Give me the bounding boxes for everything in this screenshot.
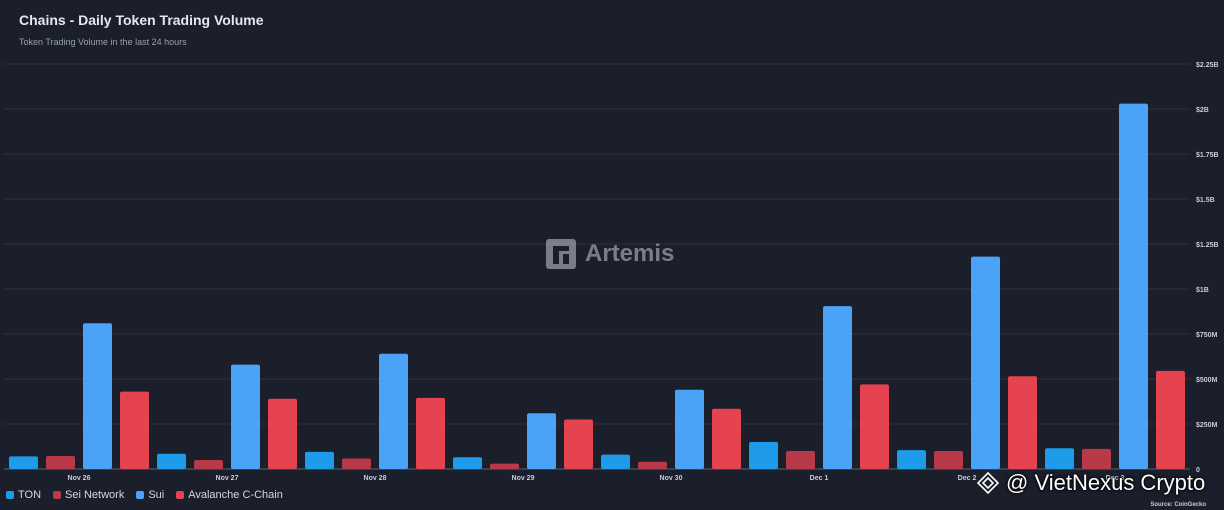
legend-swatch: [6, 491, 14, 499]
bar-avalanche-c-chain: [268, 398, 297, 469]
y-tick-label: $750M: [1196, 332, 1218, 339]
x-tick-label: Nov 27: [216, 475, 239, 482]
binance-diamond-icon: [976, 471, 1000, 495]
bar-sui: [971, 256, 1000, 469]
y-tick-label: $2.25B: [1196, 62, 1219, 69]
bar-ton: [9, 456, 38, 469]
legend-label: Sei Network: [65, 489, 125, 501]
x-tick-label: Dec 2: [958, 475, 977, 482]
bar-sei-network: [194, 460, 223, 469]
bar-avalanche-c-chain: [712, 408, 741, 469]
x-tick-label: Nov 28: [364, 475, 387, 482]
bar-ton: [157, 453, 186, 469]
bar-avalanche-c-chain: [1156, 370, 1185, 469]
legend-item-ton[interactable]: TON: [6, 489, 41, 501]
bar-sui: [675, 389, 704, 469]
x-tick-label: Dec 3: [1106, 475, 1125, 482]
y-tick-label: $2B: [1196, 107, 1209, 114]
bar-sui: [823, 306, 852, 469]
x-tick-label: Nov 30: [660, 475, 683, 482]
legend-item-sui[interactable]: Sui: [136, 489, 164, 501]
bar-avalanche-c-chain: [416, 397, 445, 469]
bar-ton: [749, 442, 778, 469]
chart-title: Chains - Daily Token Trading Volume: [19, 12, 264, 28]
y-tick-label: $1.5B: [1196, 197, 1215, 204]
x-tick-label: Nov 26: [68, 475, 91, 482]
artemis-logo-icon: [546, 239, 576, 269]
y-tick-label: $1.75B: [1196, 152, 1219, 159]
bar-ton: [305, 451, 334, 469]
bar-ton: [453, 457, 482, 469]
bar-sei-network: [934, 451, 963, 469]
bar-sui: [83, 323, 112, 469]
bar-sui: [1119, 103, 1148, 469]
chart-legend: TON Sei Network Sui Avalanche C-Chain: [6, 489, 283, 501]
legend-label: TON: [18, 489, 42, 501]
artemis-watermark: Artemis: [545, 238, 674, 270]
bar-avalanche-c-chain: [120, 391, 149, 469]
bar-sei-network: [490, 463, 519, 469]
chart-subtitle: Token Trading Volume in the last 24 hour…: [19, 37, 187, 47]
legend-label: Avalanche C-Chain: [188, 489, 283, 501]
legend-swatch: [176, 491, 185, 499]
legend-item-sei-network[interactable]: Sei Network: [53, 489, 124, 501]
bar-avalanche-c-chain: [564, 419, 593, 469]
bar-ton: [897, 450, 926, 469]
source-note: Source: CoinGecko: [1150, 502, 1206, 508]
bar-sei-network: [46, 456, 75, 469]
y-tick-label: $250M: [1196, 422, 1218, 429]
bar-sei-network: [1082, 448, 1111, 469]
bar-sui: [379, 353, 408, 469]
bar-sei-network: [786, 451, 815, 469]
vietnexus-text: @ VietNexus Crypto: [1006, 470, 1206, 495]
bar-avalanche-c-chain: [1008, 376, 1037, 469]
x-tick-label: Dec 1: [810, 475, 829, 482]
y-tick-label: 0: [1196, 467, 1200, 474]
x-tick-label: Nov 29: [512, 475, 535, 482]
legend-item-avalanche-c-chain[interactable]: Avalanche C-Chain: [176, 489, 283, 501]
vietnexus-watermark: @ VietNexus Crypto: [976, 470, 1205, 496]
bar-sui: [231, 364, 260, 469]
y-tick-label: $1B: [1196, 287, 1209, 294]
bar-sei-network: [638, 461, 667, 469]
artemis-watermark-text: Artemis: [585, 240, 675, 267]
y-tick-label: $500M: [1196, 377, 1218, 384]
bar-avalanche-c-chain: [860, 384, 889, 469]
legend-label: Sui: [148, 489, 165, 501]
y-tick-label: $1.25B: [1196, 242, 1219, 249]
bar-sui: [527, 413, 556, 469]
legend-swatch: [136, 491, 145, 499]
bar-sei-network: [342, 458, 371, 469]
legend-swatch: [53, 491, 62, 499]
bar-ton: [601, 454, 630, 469]
bar-ton: [1045, 448, 1074, 469]
